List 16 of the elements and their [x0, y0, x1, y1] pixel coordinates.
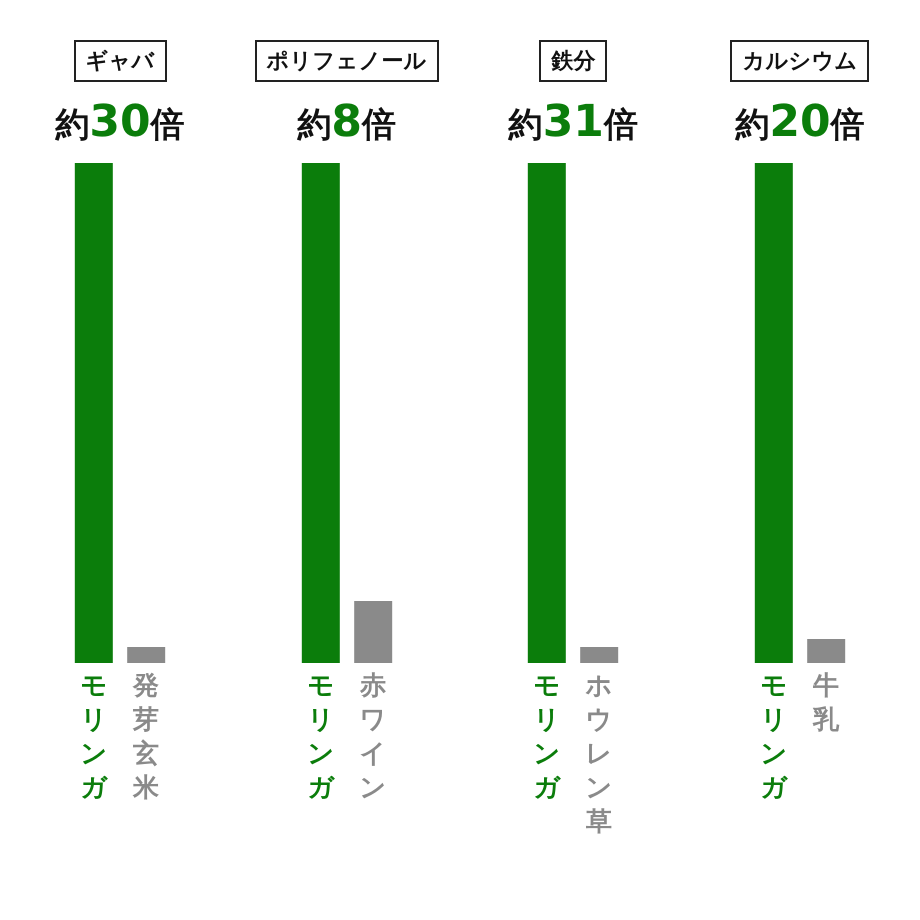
chart-title: ポリフェノール	[254, 40, 439, 82]
chart-subtitle: 約20倍	[735, 96, 865, 147]
chart-title: 鉄分	[539, 40, 608, 82]
chart-subtitle: 約31倍	[508, 96, 638, 147]
chart-subtitle: 約30倍	[55, 96, 185, 147]
x-tick-label: 発芽玄米	[132, 671, 160, 803]
x-tick-label: モリンガ	[306, 671, 335, 803]
x-tick-label: ホウレン草	[585, 671, 614, 837]
chart-subtitle: 約8倍	[297, 96, 396, 147]
x-tick-label: モリンガ	[760, 671, 788, 803]
x-tick-label: モリンガ	[534, 671, 562, 803]
x-tick-label: モリンガ	[80, 671, 108, 803]
chart-title: カルシウム	[730, 40, 870, 82]
chart-title: ギャバ	[74, 40, 166, 82]
x-tick-label: 赤ワイン	[358, 671, 386, 803]
x-tick-label: 牛乳	[812, 671, 840, 735]
